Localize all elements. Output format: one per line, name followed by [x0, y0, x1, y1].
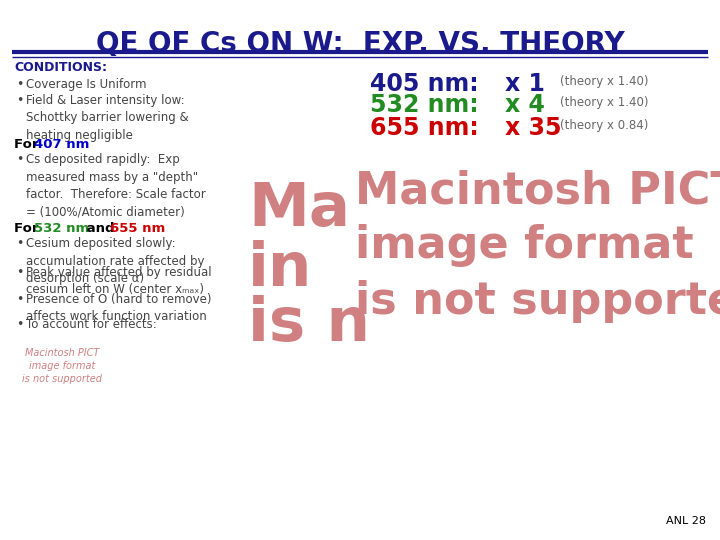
- Text: Presence of O (hard to remove)
affects work function variation: Presence of O (hard to remove) affects w…: [26, 293, 212, 323]
- Text: x 35: x 35: [505, 116, 562, 140]
- Text: For: For: [14, 222, 43, 235]
- Text: Macintosh PICT: Macintosh PICT: [355, 170, 720, 213]
- Text: Field & Laser intensity low:
Schottky barrier lowering &
heating negligible: Field & Laser intensity low: Schottky ba…: [26, 94, 189, 142]
- Text: is n: is n: [248, 295, 370, 354]
- Text: in: in: [248, 240, 312, 299]
- Text: x 1: x 1: [505, 72, 545, 96]
- Text: ANL 28: ANL 28: [666, 516, 706, 526]
- Text: 407 nm: 407 nm: [34, 138, 89, 151]
- Text: Cesium deposited slowly:
accumulation rate affected by
desorption (scale α): Cesium deposited slowly: accumulation ra…: [26, 237, 204, 285]
- Text: Coverage Is Uniform: Coverage Is Uniform: [26, 78, 146, 91]
- Text: (theory x 1.40): (theory x 1.40): [560, 75, 649, 88]
- Text: Cs deposited rapidly:  Exp
measured mass by a "depth"
factor.  Therefore: Scale : Cs deposited rapidly: Exp measured mass …: [26, 153, 206, 219]
- Text: •: •: [16, 78, 23, 91]
- Text: Macintosh PICT
image format
is not supported: Macintosh PICT image format is not suppo…: [22, 348, 102, 384]
- Text: Peak value affected by residual
cesium left on W (center xₘₐₓ): Peak value affected by residual cesium l…: [26, 266, 212, 296]
- Text: 655 nm: 655 nm: [110, 222, 166, 235]
- Text: image format: image format: [355, 224, 693, 267]
- Text: (theory x 0.84): (theory x 0.84): [560, 119, 649, 132]
- Text: and: and: [82, 222, 119, 235]
- Text: •: •: [16, 318, 23, 331]
- Text: 532 nm:: 532 nm:: [370, 93, 479, 117]
- Text: 405 nm:: 405 nm:: [370, 72, 479, 96]
- Text: (theory x 1.40): (theory x 1.40): [560, 96, 649, 109]
- Text: To account for effects:: To account for effects:: [26, 318, 157, 331]
- Text: •: •: [16, 293, 23, 306]
- Text: 655 nm:: 655 nm:: [370, 116, 479, 140]
- Text: x 4: x 4: [505, 93, 545, 117]
- Text: QE OF Cs ON W:  EXP. VS. THEORY: QE OF Cs ON W: EXP. VS. THEORY: [96, 30, 624, 58]
- Text: is not supported: is not supported: [355, 280, 720, 323]
- Text: 532 nm: 532 nm: [34, 222, 89, 235]
- Text: CONDITIONS:: CONDITIONS:: [14, 61, 107, 74]
- Text: •: •: [16, 237, 23, 250]
- Text: •: •: [16, 266, 23, 279]
- Text: •: •: [16, 153, 23, 166]
- Text: Ma: Ma: [248, 180, 350, 239]
- Text: For: For: [14, 138, 43, 151]
- Text: •: •: [16, 94, 23, 107]
